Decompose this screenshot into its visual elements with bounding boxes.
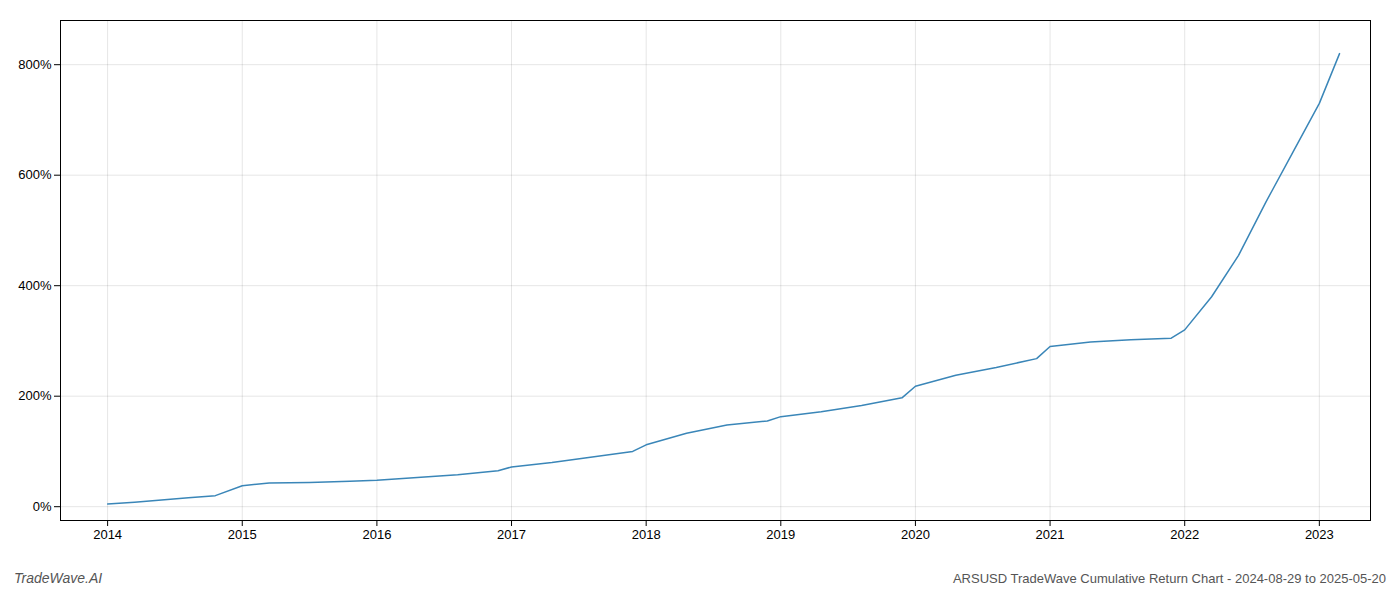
svg-text:400%: 400%	[18, 278, 52, 293]
svg-text:2015: 2015	[228, 527, 257, 542]
svg-text:2023: 2023	[1305, 527, 1334, 542]
svg-text:2020: 2020	[901, 527, 930, 542]
svg-text:200%: 200%	[18, 388, 52, 403]
svg-text:2018: 2018	[632, 527, 661, 542]
svg-text:2014: 2014	[93, 527, 122, 542]
svg-text:800%: 800%	[18, 57, 52, 72]
svg-text:2022: 2022	[1170, 527, 1199, 542]
svg-text:2017: 2017	[497, 527, 526, 542]
svg-text:2021: 2021	[1036, 527, 1065, 542]
svg-text:0%: 0%	[33, 499, 52, 514]
svg-text:2016: 2016	[362, 527, 391, 542]
svg-text:2019: 2019	[766, 527, 795, 542]
svg-text:600%: 600%	[18, 167, 52, 182]
html-text:TradeWave.AI: TradeWave.AI	[14, 570, 103, 586]
html-text:ARSUSD TradeWave Cumulative Re: ARSUSD TradeWave Cumulative Return Chart…	[952, 570, 1386, 586]
